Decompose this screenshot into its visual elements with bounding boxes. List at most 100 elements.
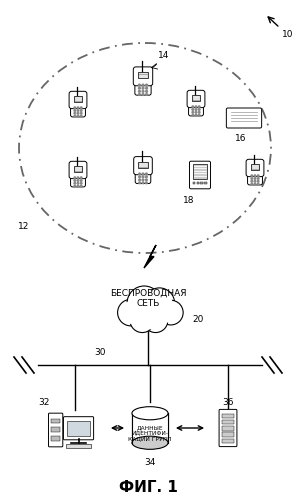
Circle shape [251,184,253,185]
Circle shape [198,108,200,110]
Text: 32: 32 [38,398,50,407]
Bar [222,420,234,424]
Circle shape [146,176,147,178]
Bar [200,182,203,184]
Circle shape [77,182,79,184]
Circle shape [139,179,140,180]
Circle shape [130,288,159,318]
Circle shape [77,112,79,114]
Circle shape [142,94,144,96]
Circle shape [80,177,82,178]
Circle shape [80,186,82,187]
FancyBboxPatch shape [226,108,262,128]
Circle shape [74,112,76,114]
Bar [222,414,234,418]
FancyBboxPatch shape [49,413,63,447]
Circle shape [257,175,259,176]
FancyBboxPatch shape [135,78,151,95]
Bar [74,96,82,102]
Text: 20: 20 [192,316,203,324]
Ellipse shape [132,436,168,450]
Circle shape [74,177,76,178]
Circle shape [198,114,200,116]
Circle shape [195,114,197,116]
FancyBboxPatch shape [70,102,86,117]
Circle shape [143,308,168,332]
Bar [132,413,168,443]
Circle shape [74,180,76,182]
FancyBboxPatch shape [69,162,87,178]
Circle shape [195,106,197,108]
Circle shape [257,180,259,182]
FancyBboxPatch shape [133,67,153,86]
Text: 16: 16 [235,134,247,143]
Circle shape [146,88,148,89]
Circle shape [254,178,256,180]
Circle shape [142,90,144,92]
FancyBboxPatch shape [63,416,94,440]
Bar [250,164,260,170]
Circle shape [139,176,140,178]
FancyBboxPatch shape [187,90,205,108]
FancyBboxPatch shape [134,156,152,174]
FancyBboxPatch shape [246,160,264,176]
Text: 12: 12 [18,222,29,231]
Circle shape [74,116,76,117]
Text: ДАННЫЕ
ИДЕНТИФИ-
КАЦИИ ГРУПП: ДАННЫЕ ИДЕНТИФИ- КАЦИИ ГРУПП [128,424,172,442]
Circle shape [254,175,256,176]
Bar [51,418,60,423]
Bar [222,438,234,443]
Circle shape [139,94,140,96]
Circle shape [146,182,147,184]
Circle shape [80,110,82,112]
Circle shape [146,94,148,96]
Circle shape [145,310,166,330]
Circle shape [77,116,79,117]
FancyBboxPatch shape [70,172,86,187]
Circle shape [80,107,82,108]
Circle shape [139,84,140,86]
Circle shape [195,112,197,113]
Ellipse shape [132,406,168,420]
Circle shape [192,108,194,110]
Text: 30: 30 [94,348,106,357]
Circle shape [130,308,155,332]
Circle shape [142,84,144,86]
Circle shape [74,186,76,187]
Bar [74,166,82,172]
Text: 34: 34 [144,458,156,467]
Circle shape [77,107,79,108]
Circle shape [142,179,144,180]
Circle shape [74,182,76,184]
Circle shape [80,180,82,182]
Circle shape [142,182,144,184]
Text: 10: 10 [282,30,293,39]
Bar [197,182,199,184]
Text: 14: 14 [158,51,169,60]
Circle shape [146,179,147,180]
Circle shape [192,112,194,113]
Text: 18: 18 [183,196,194,205]
Circle shape [142,88,144,89]
Bar [51,436,60,440]
Bar [193,164,207,179]
Circle shape [80,112,82,114]
Bar [138,162,148,168]
Circle shape [195,108,197,110]
Circle shape [254,184,256,185]
Circle shape [192,106,194,108]
Circle shape [257,184,259,185]
Bar [67,420,90,436]
Bar [204,182,207,184]
FancyBboxPatch shape [219,410,237,447]
Circle shape [142,176,144,178]
Circle shape [192,114,194,116]
Circle shape [257,178,259,180]
FancyBboxPatch shape [69,92,87,108]
Circle shape [251,178,253,180]
FancyBboxPatch shape [190,161,211,189]
Circle shape [251,180,253,182]
Circle shape [198,112,200,113]
Text: 36: 36 [222,398,233,407]
Circle shape [160,302,181,323]
